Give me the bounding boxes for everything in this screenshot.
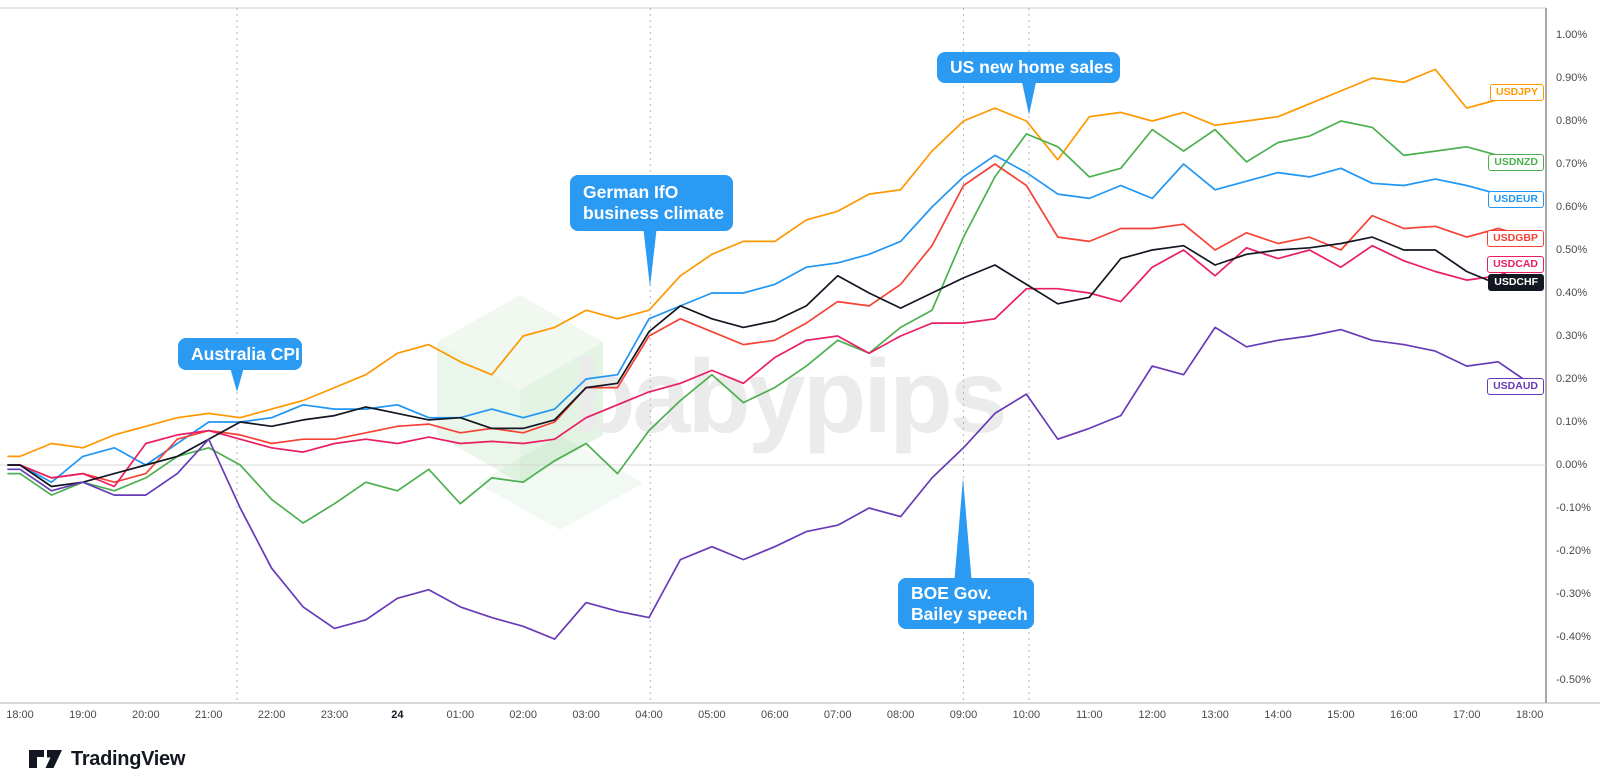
x-axis-label: 04:00 bbox=[635, 709, 663, 721]
symbol-label-usdjpy[interactable]: USDJPY bbox=[1489, 83, 1544, 101]
x-axis-label: 21:00 bbox=[194, 709, 223, 721]
symbol-label-usdeur[interactable]: USDEUR bbox=[1487, 191, 1544, 209]
x-axis-label: 05:00 bbox=[698, 709, 726, 721]
x-axis-label: 20:00 bbox=[132, 709, 160, 721]
y-axis-label: 0.40% bbox=[1556, 287, 1588, 299]
tradingview-logo-icon bbox=[29, 750, 62, 768]
x-axis-label: 03:00 bbox=[572, 709, 600, 721]
symbol-label-usdnzd[interactable]: USDNZD bbox=[1488, 153, 1544, 171]
y-axis-label: 0.70% bbox=[1556, 158, 1588, 170]
x-axis-label: 16:00 bbox=[1390, 709, 1418, 721]
x-axis-label: 15:00 bbox=[1327, 709, 1355, 721]
series-line-usdaud bbox=[7, 326, 1543, 640]
x-axis-label: 18:00 bbox=[6, 709, 34, 721]
x-axis-label: 19:00 bbox=[69, 709, 97, 721]
y-axis-label: 0.00% bbox=[1556, 459, 1588, 471]
event-callout-text: BOE Gov. bbox=[911, 582, 992, 603]
x-axis-label: 12:00 bbox=[1138, 709, 1166, 721]
event-callout-text: Australia CPI bbox=[191, 343, 300, 364]
series-line-usdeur bbox=[7, 154, 1543, 484]
event-callout-pointer-australia-cpi bbox=[230, 369, 244, 392]
tradingview-logo-text: TradingView bbox=[71, 747, 186, 770]
x-axis-label: 08:00 bbox=[886, 709, 915, 721]
event-callout-text: US new home sales bbox=[950, 57, 1114, 77]
event-callout-pointer-german-ifo-business-climate bbox=[643, 230, 657, 287]
x-axis-label: 17:00 bbox=[1452, 709, 1481, 721]
symbol-label-usdcad[interactable]: USDCAD bbox=[1487, 255, 1544, 273]
y-axis-label: 1.00% bbox=[1556, 29, 1588, 41]
x-axis-label: 13:00 bbox=[1201, 709, 1229, 721]
y-axis-label: 0.50% bbox=[1556, 244, 1588, 256]
x-axis-label: 11:00 bbox=[1075, 709, 1103, 721]
babypips-watermark-logo bbox=[437, 295, 603, 390]
y-axis-label: 0.90% bbox=[1556, 72, 1588, 84]
x-axis-label: 18:00 bbox=[1515, 709, 1544, 721]
y-axis-label: 0.10% bbox=[1556, 416, 1588, 428]
x-axis-label: 14:00 bbox=[1264, 709, 1292, 721]
x-axis-label: 09:00 bbox=[949, 709, 978, 721]
event-callout-text: German IfO bbox=[583, 182, 679, 202]
series-line-usdnzd bbox=[7, 120, 1543, 524]
event-callout-boe-gov-bailey-speech[interactable]: BOE Gov. Bailey speech bbox=[898, 578, 1034, 629]
x-axis-label: 24 bbox=[391, 709, 404, 721]
series-line-usdgbp bbox=[7, 163, 1543, 484]
event-callout-text: Bailey speech bbox=[911, 603, 1028, 624]
chart-canvas[interactable]: babypips bbox=[0, 0, 1600, 740]
x-axis-label: 07:00 bbox=[823, 709, 852, 721]
y-axis-label: 0.60% bbox=[1556, 201, 1588, 213]
symbol-label-usdgbp[interactable]: USDGBP bbox=[1487, 230, 1544, 248]
event-callout-text: business climate bbox=[583, 203, 725, 223]
series-line-usdcad bbox=[7, 244, 1543, 488]
y-axis-label: -0.50% bbox=[1556, 674, 1591, 686]
y-axis-label: 0.20% bbox=[1556, 373, 1588, 385]
x-axis-label: 02:00 bbox=[509, 709, 537, 721]
y-axis-label: -0.30% bbox=[1556, 588, 1591, 600]
x-axis-label: 01:00 bbox=[446, 709, 475, 721]
y-axis-label: -0.10% bbox=[1556, 502, 1591, 514]
x-axis-label: 22:00 bbox=[257, 709, 286, 721]
event-callout-pointer-us-new-home-sales bbox=[1022, 82, 1036, 115]
event-callout-australia-cpi[interactable]: Australia CPI bbox=[178, 338, 302, 370]
event-callout-pointer-boe-gov-bailey-speech bbox=[954, 478, 972, 579]
tradingview-attribution[interactable]: TradingView bbox=[28, 745, 185, 773]
x-axis-label: 23:00 bbox=[320, 709, 349, 721]
x-axis-label: 06:00 bbox=[761, 709, 789, 721]
y-axis-label: 0.80% bbox=[1556, 115, 1588, 127]
babypips-watermark-logo bbox=[477, 435, 643, 530]
symbol-label-usdchf[interactable]: USDCHF bbox=[1488, 273, 1544, 291]
series-line-usdjpy bbox=[7, 68, 1543, 458]
y-axis-label: -0.40% bbox=[1556, 631, 1591, 643]
event-callout-us-new-home-sales[interactable]: US new home sales bbox=[937, 52, 1120, 83]
event-callout-german-ifo-business-climate[interactable]: German IfO business climate bbox=[570, 175, 733, 231]
series-line-usdchf bbox=[7, 236, 1543, 488]
symbol-label-usdaud[interactable]: USDAUD bbox=[1487, 378, 1544, 396]
y-axis-label: -0.20% bbox=[1556, 545, 1591, 557]
x-axis-label: 10:00 bbox=[1012, 709, 1041, 721]
y-axis-label: 0.30% bbox=[1556, 330, 1588, 342]
